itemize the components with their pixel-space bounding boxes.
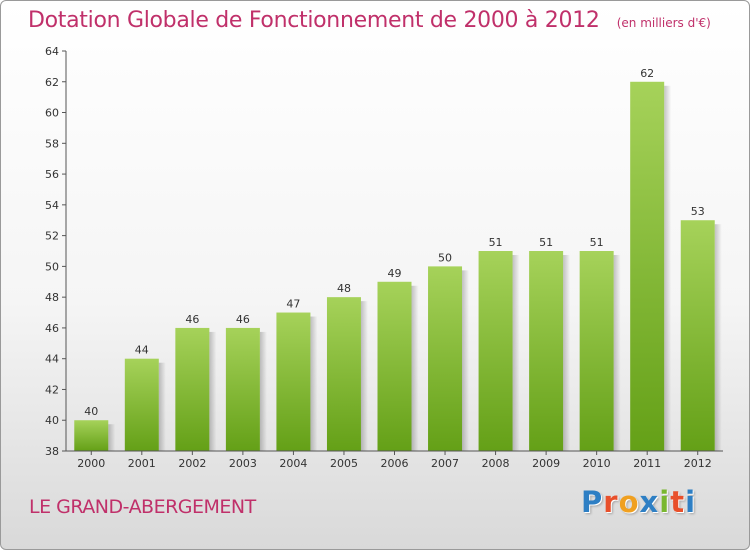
value-label: 47	[286, 298, 300, 311]
value-label: 62	[640, 67, 654, 80]
chart-subtitle: (en milliers d'€)	[616, 16, 711, 30]
x-tick-label: 2000	[77, 457, 105, 470]
y-tick-label: 40	[45, 414, 59, 427]
bar-2001	[124, 358, 159, 451]
y-tick-label: 56	[45, 168, 59, 181]
bar-shadow	[714, 224, 722, 451]
bar-2008	[478, 251, 513, 451]
value-label: 50	[438, 251, 452, 264]
bar-2004	[276, 312, 311, 451]
value-label: 48	[337, 282, 351, 295]
logo-letter: t	[670, 485, 686, 519]
bar-shadow	[512, 255, 520, 451]
bar-shadow	[209, 331, 217, 451]
bar-shadow	[259, 331, 267, 451]
bar-2002	[175, 327, 210, 451]
title-row: Dotation Globale de Fonctionnement de 20…	[28, 8, 711, 33]
value-label: 49	[388, 267, 402, 280]
y-tick-label: 38	[45, 445, 59, 458]
y-tick-label: 60	[45, 107, 59, 120]
bar-shadow	[613, 255, 621, 451]
x-tick-label: 2010	[583, 457, 611, 470]
y-tick-label: 54	[45, 199, 59, 212]
y-tick-label: 50	[45, 260, 59, 273]
x-tick-label: 2001	[128, 457, 156, 470]
bar-2005	[326, 297, 361, 451]
value-label: 51	[590, 236, 604, 249]
value-label: 53	[691, 205, 705, 218]
bar-shadow	[563, 255, 571, 451]
logo-letter: r	[603, 485, 619, 519]
logo-letter: i	[685, 485, 697, 519]
bar-shadow	[360, 301, 368, 451]
logo-letter: P	[581, 485, 604, 519]
value-label: 51	[539, 236, 553, 249]
value-label: 51	[489, 236, 503, 249]
bar-shadow	[462, 270, 470, 451]
bar-shadow	[310, 316, 318, 451]
bar-2010	[579, 251, 614, 451]
bar-2009	[529, 251, 564, 451]
x-tick-label: 2008	[482, 457, 510, 470]
bar-2006	[377, 281, 412, 451]
bar-shadow	[411, 285, 419, 451]
y-tick-label: 52	[45, 230, 59, 243]
value-label: 46	[236, 313, 250, 326]
value-label: 46	[185, 313, 199, 326]
y-tick-label: 42	[45, 383, 59, 396]
logo-letter: x	[639, 485, 660, 519]
chart-title: Dotation Globale de Fonctionnement de 20…	[28, 8, 600, 33]
value-label: 40	[84, 405, 98, 418]
bar-shadow	[108, 424, 116, 451]
y-tick-label: 64	[45, 45, 59, 58]
y-tick-label: 62	[45, 76, 59, 89]
x-tick-label: 2003	[229, 457, 257, 470]
x-tick-label: 2012	[684, 457, 712, 470]
x-tick-label: 2004	[279, 457, 307, 470]
logo-letter: i	[659, 485, 671, 519]
x-tick-label: 2009	[532, 457, 560, 470]
x-tick-label: 2002	[178, 457, 206, 470]
city-name: LE GRAND-ABERGEMENT	[29, 496, 256, 518]
x-tick-label: 2005	[330, 457, 358, 470]
proxiti-logo[interactable]: Proxiti	[581, 485, 696, 519]
bar-shadow	[664, 85, 672, 452]
y-tick-label: 48	[45, 291, 59, 304]
bar-2003	[225, 327, 260, 451]
bar-2011	[630, 81, 665, 452]
bar-2000	[74, 420, 109, 451]
logo-letter: o	[618, 485, 640, 519]
bar-2012	[680, 220, 715, 451]
y-tick-label: 58	[45, 137, 59, 150]
bar-shadow	[158, 362, 166, 451]
y-tick-label: 44	[45, 353, 59, 366]
y-tick-label: 46	[45, 322, 59, 335]
x-tick-label: 2011	[633, 457, 661, 470]
x-tick-label: 2007	[431, 457, 459, 470]
value-label: 44	[135, 344, 149, 357]
x-tick-label: 2006	[381, 457, 409, 470]
bar-2007	[428, 266, 463, 451]
